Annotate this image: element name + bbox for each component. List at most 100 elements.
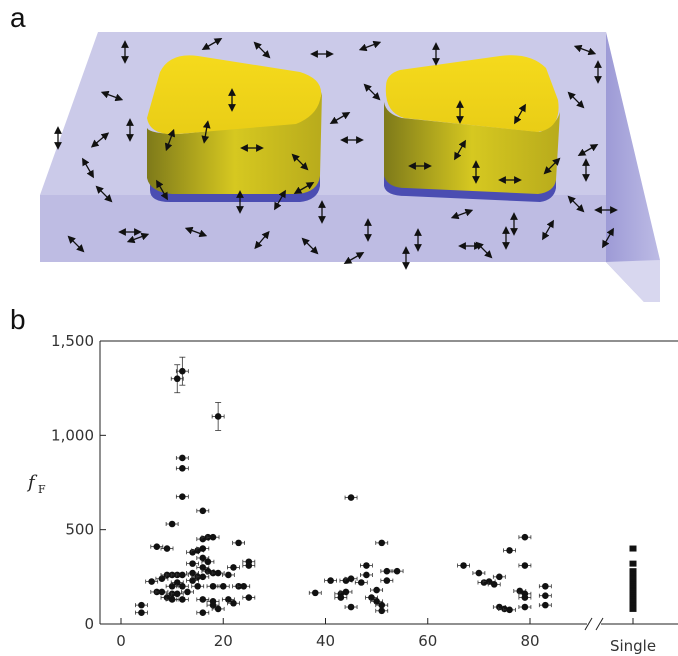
left-triangle-side [147,92,322,194]
dipole-arrow [454,139,466,161]
data-point [503,547,516,554]
data-point [237,582,251,590]
axis-break-mark [595,617,604,631]
data-point [339,588,353,596]
dipole-arrow [90,132,110,148]
data-point-single [629,598,637,605]
dipole-arrow [343,252,365,264]
data-point [196,545,210,552]
data-point [538,582,552,590]
data-point [538,592,552,599]
data-point [492,573,506,581]
dipole-arrow [573,44,597,56]
data-point [227,599,240,607]
dipole-arrow [291,153,309,171]
x-tick-label: 40 [316,632,335,650]
dipole-arrow [358,40,382,52]
data-point [181,588,194,596]
data-point [160,545,174,552]
data-point [186,577,199,584]
data-point [375,601,389,609]
data-point [191,582,205,590]
slab-side [606,32,660,302]
data-point [155,575,169,583]
data-point [370,586,384,594]
data-point [457,562,470,569]
dipole-arrow [156,179,168,201]
data-point [518,533,532,541]
dipole-arrow [567,91,585,109]
data-point [354,579,368,586]
data-point [221,596,235,603]
data-point-single [629,560,637,567]
y-tick-label: 1,500 [51,332,94,350]
dipole-arrow [514,103,526,125]
panel-a-label: a [10,2,26,33]
data-point [472,569,486,577]
x-tick-label: 0 [116,632,126,650]
dipole-arrow [450,208,474,220]
dipole-arrow [253,41,271,59]
data-point [196,507,210,515]
data-point [390,567,404,575]
data-point [334,594,348,601]
data-point [344,494,358,501]
data-point [503,606,516,614]
dipole-arrow [164,128,176,152]
panel-b-label: b [10,304,26,335]
data-point [518,594,532,601]
data-point [242,562,256,569]
dipole-arrow [543,157,561,175]
y-axis-label-subscript: F [38,483,46,496]
data-point [135,601,148,609]
data-point-single [629,545,637,552]
y-tick-label: 1,000 [51,426,94,444]
data-point-single [629,602,637,609]
data-point [165,520,179,528]
data-point [221,571,235,579]
slab-side-edge [606,260,660,302]
dipole-arrow [329,112,351,124]
chart-axes [99,340,678,631]
dipole-arrow [254,230,270,250]
dipole-arrows [54,38,618,270]
y-axis-label: f [26,472,38,493]
data-point [487,581,501,588]
data-point [344,575,358,583]
data-point [518,562,532,569]
data-point [175,356,189,386]
dipole-arrow [567,195,585,213]
data-point [211,605,225,613]
data-point [186,560,199,567]
y-tick-label: 500 [65,521,94,539]
x-ticks: 0 20 40 60 80 Single [116,618,656,655]
data-point [145,578,159,585]
data-point-single [629,568,637,575]
data-point [538,601,552,609]
dipole-arrow [100,90,124,102]
dipole-arrow [301,237,319,255]
data-point [518,603,532,611]
right-triangle-side [384,102,560,194]
data-point-single [629,575,637,582]
data-point [196,573,210,581]
y-ticks: 0 500 1,000 1,500 [51,332,106,633]
dipole-arrow [542,219,554,241]
data-point [227,564,240,571]
data-point [206,533,220,541]
data-point [175,596,189,603]
data-point [211,402,225,431]
data-point-single [629,605,637,612]
dipole-arrow [602,227,614,249]
data-point [380,577,394,584]
dipole-arrow [201,38,223,50]
dipole-arrow [67,235,85,253]
data-point [175,582,189,590]
dipole-arrow [577,144,599,156]
y-tick-label: 0 [84,615,94,633]
data-point [370,598,384,605]
data-point [359,571,373,579]
axis-break-mark [584,617,593,631]
data-point [232,539,245,547]
